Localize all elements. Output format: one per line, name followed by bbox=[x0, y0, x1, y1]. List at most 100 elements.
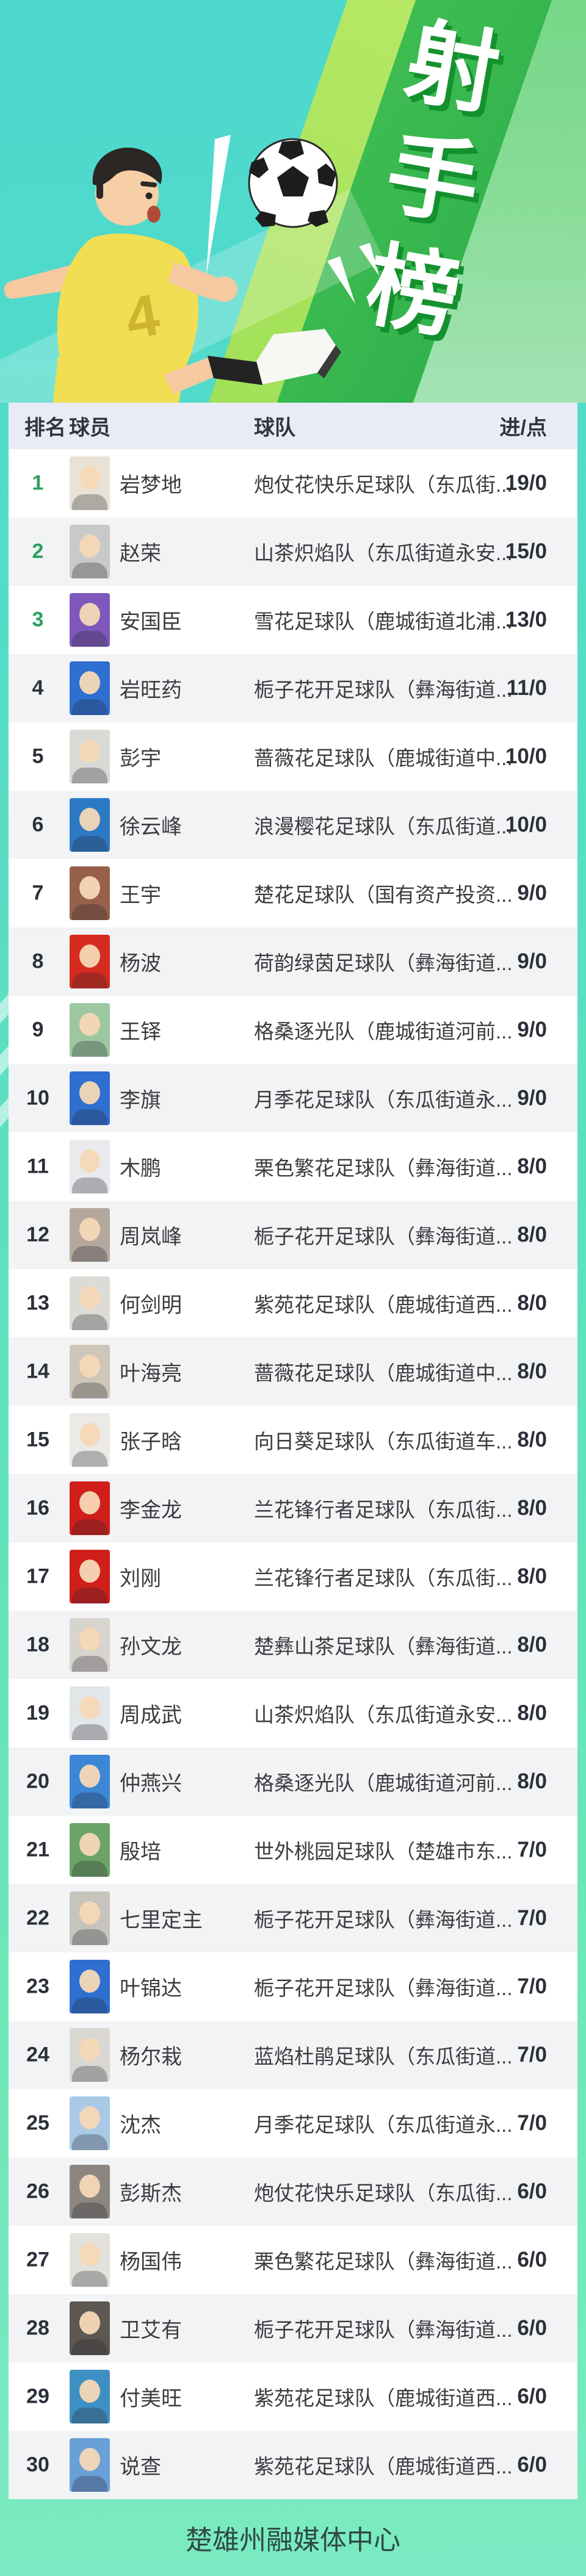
avatar bbox=[70, 1823, 110, 1877]
rank-cell: 22 bbox=[26, 1906, 49, 1930]
score-cell: 8/0 bbox=[517, 1496, 547, 1520]
avatar-body-silhouette bbox=[72, 1383, 107, 1398]
table-row: 23 叶锦达 栀子花开足球队（彝海街道... 7/0 bbox=[9, 1952, 577, 2021]
table-row: 14 叶海亮 蔷薇花足球队（鹿城街道中... 8/0 bbox=[9, 1337, 577, 1406]
score-cell: 8/0 bbox=[517, 1564, 547, 1588]
avatar-body-silhouette bbox=[72, 1041, 107, 1057]
avatar-body-silhouette bbox=[72, 1519, 107, 1535]
team-name: 栀子花开足球队（彝海街道... bbox=[254, 1909, 513, 1931]
rank-cell: 12 bbox=[26, 1223, 49, 1247]
rank-cell: 1 bbox=[32, 471, 44, 495]
rank-cell: 5 bbox=[32, 744, 44, 768]
player-name: 杨国伟 bbox=[120, 2250, 182, 2274]
avatar-head-silhouette bbox=[79, 808, 100, 831]
team-name: 兰花锋行者足球队（东瓜街... bbox=[254, 1567, 513, 1589]
team-name: 世外桃园足球队（楚雄市东... bbox=[254, 1840, 513, 1863]
avatar-body-silhouette bbox=[72, 1451, 107, 1467]
avatar bbox=[70, 1891, 110, 1945]
table-row: 20 仲燕兴 格桑逐光队（鹿城街道河前... 8/0 bbox=[9, 1747, 577, 1816]
team-name: 格桑逐光队（鹿城街道河前... bbox=[254, 1020, 513, 1043]
avatar-head-silhouette bbox=[79, 1286, 100, 1309]
rank-cell: 19 bbox=[26, 1701, 49, 1725]
rank-cell: 4 bbox=[32, 676, 44, 700]
avatar-head-silhouette bbox=[79, 739, 100, 763]
avatar-head-silhouette bbox=[79, 2243, 100, 2266]
avatar-body-silhouette bbox=[72, 631, 107, 647]
team-name: 炮仗花快乐足球队（东瓜街... bbox=[254, 473, 513, 496]
player-name: 七里定主 bbox=[120, 1909, 203, 1932]
table-row: 21 殷培 世外桃园足球队（楚雄市东... 7/0 bbox=[9, 1816, 577, 1884]
score-cell: 11/0 bbox=[506, 676, 547, 700]
score-cell: 9/0 bbox=[517, 949, 547, 973]
column-header-team: 球队 bbox=[254, 416, 295, 440]
avatar bbox=[70, 866, 110, 920]
avatar-head-silhouette bbox=[79, 1765, 100, 1788]
player-name: 叶锦达 bbox=[120, 1977, 182, 2001]
player-name: 木鹏 bbox=[120, 1157, 161, 1181]
avatar-head-silhouette bbox=[79, 1423, 100, 1446]
avatar bbox=[70, 456, 110, 510]
avatar-head-silhouette bbox=[79, 603, 100, 626]
rank-cell: 14 bbox=[26, 1359, 49, 1383]
team-name: 楚花足球队（国有资产投资... bbox=[254, 883, 513, 906]
table-row: 7 王宇 楚花足球队（国有资产投资... 9/0 bbox=[9, 859, 577, 927]
player-name: 徐云峰 bbox=[120, 815, 182, 839]
rank-cell: 24 bbox=[26, 2043, 49, 2067]
player-name: 何剑明 bbox=[120, 1293, 182, 1317]
avatar-head-silhouette bbox=[79, 1013, 100, 1036]
avatar-body-silhouette bbox=[72, 1109, 107, 1125]
soccer-ball-icon bbox=[248, 138, 338, 228]
avatar-body-silhouette bbox=[72, 1793, 107, 1808]
motion-wedge-icon bbox=[359, 243, 379, 276]
avatar-head-silhouette bbox=[79, 944, 100, 968]
player-name: 赵荣 bbox=[120, 542, 161, 566]
rank-cell: 29 bbox=[26, 2384, 49, 2408]
score-cell: 6/0 bbox=[517, 2179, 547, 2203]
player-name: 彭斯杰 bbox=[120, 2182, 182, 2206]
table-body: 1 岩梦地 炮仗花快乐足球队（东瓜街... 19/0 2 赵荣 山茶炽焰队（东瓜… bbox=[9, 449, 577, 2499]
rank-cell: 30 bbox=[26, 2453, 49, 2477]
rank-cell: 15 bbox=[26, 1428, 49, 1452]
avatar bbox=[70, 1208, 110, 1262]
score-cell: 7/0 bbox=[517, 2111, 547, 2135]
team-name: 紫苑花足球队（鹿城街道西... bbox=[254, 2455, 513, 2478]
team-name: 炮仗花快乐足球队（东瓜街... bbox=[254, 2182, 513, 2204]
avatar bbox=[70, 2301, 110, 2355]
rank-cell: 3 bbox=[32, 608, 44, 631]
score-cell: 7/0 bbox=[517, 1974, 547, 1998]
score-cell: 8/0 bbox=[517, 1359, 547, 1383]
table-row: 11 木鹏 栗色繁花足球队（彝海街道... 8/0 bbox=[9, 1132, 577, 1201]
avatar-body-silhouette bbox=[72, 973, 107, 988]
rank-cell: 8 bbox=[32, 949, 44, 973]
table-row: 18 孙文龙 楚彝山茶足球队（彝海街道... 8/0 bbox=[9, 1611, 577, 1679]
player-illustration: 4 bbox=[4, 147, 341, 403]
avatar-head-silhouette bbox=[79, 1081, 100, 1104]
table-row: 16 李金龙 兰花锋行者足球队（东瓜街... 8/0 bbox=[9, 1474, 577, 1542]
player-name: 李旗 bbox=[120, 1088, 161, 1112]
avatar-head-silhouette bbox=[79, 2380, 100, 2403]
avatar bbox=[70, 1618, 110, 1672]
avatar-body-silhouette bbox=[72, 1861, 107, 1877]
avatar bbox=[70, 1686, 110, 1740]
avatar-head-silhouette bbox=[79, 2106, 100, 2129]
score-cell: 8/0 bbox=[517, 1633, 547, 1657]
avatar bbox=[70, 1071, 110, 1125]
avatar-head-silhouette bbox=[79, 1628, 100, 1651]
avatar-head-silhouette bbox=[79, 876, 100, 899]
table-row: 1 岩梦地 炮仗花快乐足球队（东瓜街... 19/0 bbox=[9, 449, 577, 517]
player-name: 岩梦地 bbox=[120, 473, 182, 497]
avatar-head-silhouette bbox=[79, 1491, 100, 1514]
score-cell: 10/0 bbox=[505, 744, 547, 768]
score-cell: 13/0 bbox=[505, 608, 547, 631]
table-row: 19 周成武 山茶炽焰队（东瓜街道永安... 8/0 bbox=[9, 1679, 577, 1747]
rank-cell: 7 bbox=[32, 881, 44, 905]
player-name: 李金龙 bbox=[120, 1498, 182, 1522]
rank-cell: 26 bbox=[26, 2179, 49, 2203]
avatar bbox=[70, 730, 110, 783]
rank-cell: 25 bbox=[26, 2111, 49, 2135]
avatar-head-silhouette bbox=[79, 1901, 100, 1924]
avatar-body-silhouette bbox=[72, 768, 107, 783]
avatar-body-silhouette bbox=[72, 1246, 107, 1262]
rank-cell: 16 bbox=[26, 1496, 49, 1520]
avatar bbox=[70, 1481, 110, 1535]
